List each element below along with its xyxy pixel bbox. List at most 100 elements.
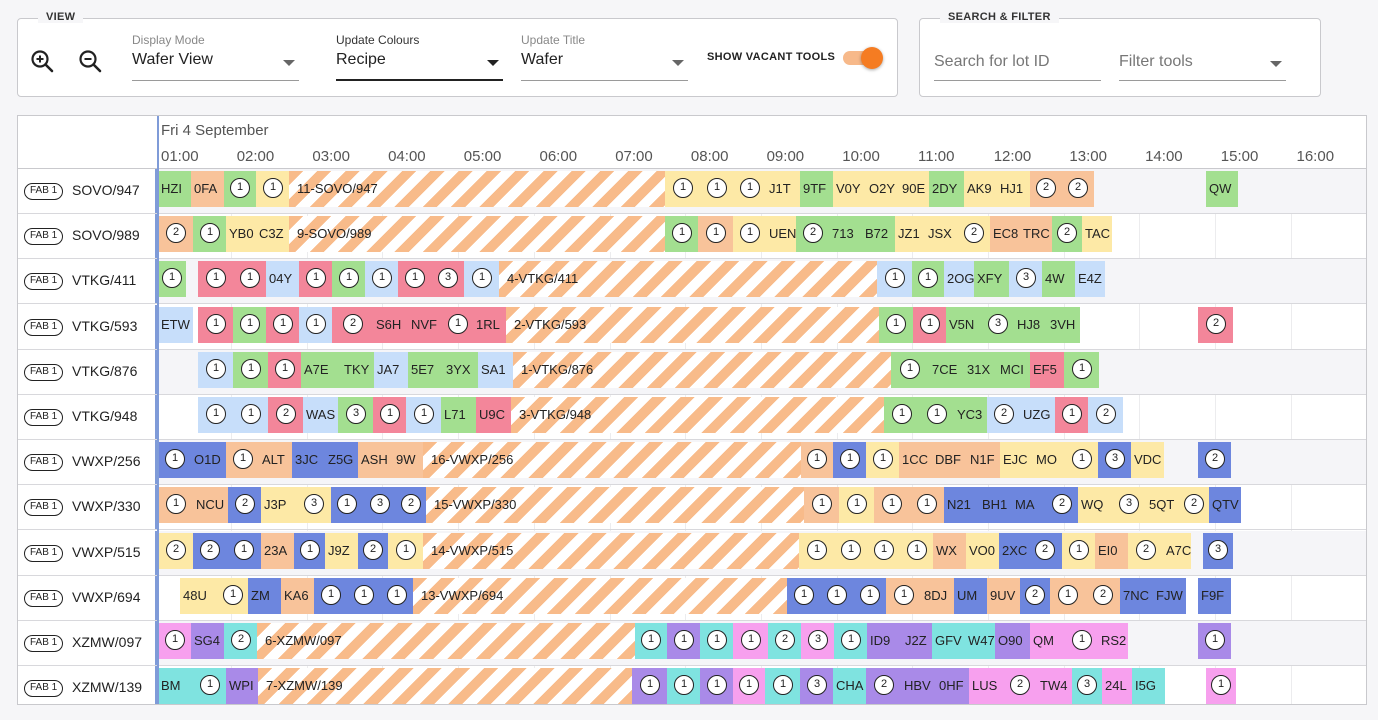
- wafer-count-block[interactable]: 1: [266, 306, 299, 343]
- wafer-count-block[interactable]: 2: [1085, 577, 1120, 614]
- wafer-count-block[interactable]: 3: [363, 487, 396, 524]
- lot-processing-bar[interactable]: 2-VTKG/593: [506, 306, 879, 343]
- wafer-count-block[interactable]: 2: [1062, 171, 1094, 207]
- wafer-count-block[interactable]: 2: [768, 623, 801, 659]
- wafer-block[interactable]: EF5: [1030, 351, 1064, 388]
- wafer-block[interactable]: 4W: [1042, 261, 1075, 298]
- tool-row-label[interactable]: FAB 1 SOVO/989: [18, 214, 157, 259]
- wafer-block[interactable]: EC8: [990, 216, 1020, 253]
- wafer-count-block[interactable]: 2: [1002, 668, 1037, 704]
- wafer-count-block[interactable]: 1: [256, 171, 289, 207]
- tool-row-label[interactable]: FAB 1 XZMW/097: [18, 621, 157, 665]
- wafer-count-block[interactable]: 1: [635, 623, 667, 659]
- wafer-block[interactable]: 1RL: [473, 306, 506, 343]
- wafer-count-block[interactable]: 1: [912, 261, 944, 298]
- wafer-block[interactable]: 2OG: [944, 261, 974, 298]
- wafer-block[interactable]: JSX: [925, 216, 958, 253]
- tool-row-label[interactable]: FAB 1 VTKG/876: [18, 349, 157, 394]
- wafer-block[interactable]: V5N: [946, 306, 981, 343]
- wafer-block[interactable]: EJC: [1000, 442, 1033, 479]
- wafer-count-block[interactable]: 2: [1198, 306, 1233, 343]
- wafer-block[interactable]: W47: [965, 623, 995, 659]
- wafer-block[interactable]: A7E: [301, 351, 341, 388]
- wafer-count-block[interactable]: 1: [667, 668, 700, 704]
- wafer-count-block[interactable]: 1: [198, 397, 233, 433]
- wafer-count-block[interactable]: 1: [804, 487, 839, 524]
- wafer-block[interactable]: YB0: [226, 216, 256, 253]
- wafer-count-block[interactable]: 1: [1206, 668, 1236, 704]
- wafer-count-block[interactable]: 1: [464, 261, 499, 298]
- lot-processing-bar[interactable]: 4-VTKG/411: [499, 261, 877, 298]
- wafer-block[interactable]: 0HF: [936, 668, 969, 704]
- wafer-block[interactable]: O2Y: [866, 171, 899, 207]
- wafer-count-block[interactable]: 1: [1055, 397, 1088, 433]
- wafer-count-block[interactable]: 1: [1050, 577, 1085, 614]
- wafer-block[interactable]: TAC: [1082, 216, 1112, 253]
- display-mode-select[interactable]: Display Mode Wafer View: [132, 33, 299, 81]
- wafer-count-block[interactable]: 1: [787, 577, 820, 614]
- tool-row-label[interactable]: FAB 1 SOVO/947: [18, 169, 157, 213]
- wafer-count-block[interactable]: 1: [198, 306, 233, 343]
- wafer-block[interactable]: WPI: [226, 668, 258, 704]
- tool-row-label[interactable]: FAB 1 VWXP/256: [18, 440, 157, 485]
- wafer-count-block[interactable]: 2: [1030, 171, 1062, 207]
- wafer-count-block[interactable]: 2: [1045, 487, 1078, 524]
- wafer-block[interactable]: WX: [933, 532, 966, 569]
- wafer-count-block[interactable]: 2: [268, 397, 303, 433]
- wafer-count-block[interactable]: 1: [919, 397, 954, 433]
- wafer-block[interactable]: MCI: [997, 351, 1030, 388]
- wafer-block[interactable]: I5G: [1132, 668, 1165, 704]
- lot-processing-bar[interactable]: 14-VWXP/515: [423, 532, 799, 569]
- wafer-count-block[interactable]: 1: [198, 351, 233, 388]
- wafer-count-block[interactable]: 1: [218, 577, 248, 614]
- wafer-count-block[interactable]: 1: [1065, 623, 1098, 659]
- wafer-block[interactable]: 5QT: [1146, 487, 1179, 524]
- wafer-block[interactable]: ETW: [158, 306, 193, 343]
- wafer-count-block[interactable]: 2: [796, 216, 829, 253]
- wafer-count-block[interactable]: 2: [228, 487, 261, 524]
- wafer-count-block[interactable]: 1: [698, 216, 733, 253]
- lot-processing-bar[interactable]: 6-XZMW/097: [257, 623, 635, 659]
- wafer-count-block[interactable]: 1: [398, 261, 431, 298]
- lot-search-input[interactable]: Search for lot ID: [934, 51, 1101, 81]
- wafer-count-block[interactable]: 1: [158, 261, 186, 298]
- wafer-count-block[interactable]: 1: [632, 668, 667, 704]
- wafer-count-block[interactable]: 3: [338, 397, 373, 433]
- wafer-block[interactable]: TRC: [1020, 216, 1052, 253]
- wafer-block[interactable]: CHA: [833, 668, 866, 704]
- wafer-count-block[interactable]: 3: [1203, 532, 1233, 569]
- wafer-count-block[interactable]: 1: [665, 216, 698, 253]
- wafer-block[interactable]: 90E: [899, 171, 929, 207]
- wafer-count-block[interactable]: 2: [1088, 397, 1123, 433]
- wafer-count-block[interactable]: 2: [396, 487, 426, 524]
- wafer-block[interactable]: MO: [1033, 442, 1066, 479]
- wafer-block[interactable]: JZ1: [895, 216, 925, 253]
- wafer-block[interactable]: J9Z: [325, 532, 358, 569]
- filter-tools-select[interactable]: Filter tools: [1119, 51, 1286, 81]
- wafer-count-block[interactable]: 1: [834, 623, 867, 659]
- wafer-count-block[interactable]: 1: [853, 577, 886, 614]
- wafer-block[interactable]: 713: [829, 216, 862, 253]
- wafer-count-block[interactable]: 1: [224, 171, 256, 207]
- wafer-count-block[interactable]: 1: [700, 171, 733, 207]
- wafer-count-block[interactable]: 1: [233, 351, 268, 388]
- wafer-block[interactable]: VDC: [1131, 442, 1164, 479]
- tool-row-label[interactable]: FAB 1 VTKG/593: [18, 304, 157, 349]
- wafer-count-block[interactable]: 1: [799, 532, 834, 569]
- wafer-count-block[interactable]: 1: [700, 623, 733, 659]
- wafer-block[interactable]: 48U: [180, 577, 218, 614]
- wafer-block[interactable]: UZG: [1020, 397, 1055, 433]
- wafer-block[interactable]: UEN: [766, 216, 796, 253]
- wafer-count-block[interactable]: 3: [801, 623, 834, 659]
- wafer-block[interactable]: 1CC: [899, 442, 932, 479]
- wafer-block[interactable]: ZM: [248, 577, 281, 614]
- wafer-block[interactable]: TW4: [1037, 668, 1072, 704]
- wafer-block[interactable]: J3P: [261, 487, 296, 524]
- wafer-count-block[interactable]: 2: [158, 532, 193, 569]
- tool-row-label[interactable]: FAB 1 VWXP/515: [18, 530, 157, 575]
- wafer-block[interactable]: MA: [1012, 487, 1045, 524]
- wafer-count-block[interactable]: 1: [834, 532, 867, 569]
- wafer-block[interactable]: WQ: [1078, 487, 1111, 524]
- wafer-count-block[interactable]: 1: [801, 442, 833, 479]
- tool-row-label[interactable]: FAB 1 VTKG/948: [18, 395, 157, 439]
